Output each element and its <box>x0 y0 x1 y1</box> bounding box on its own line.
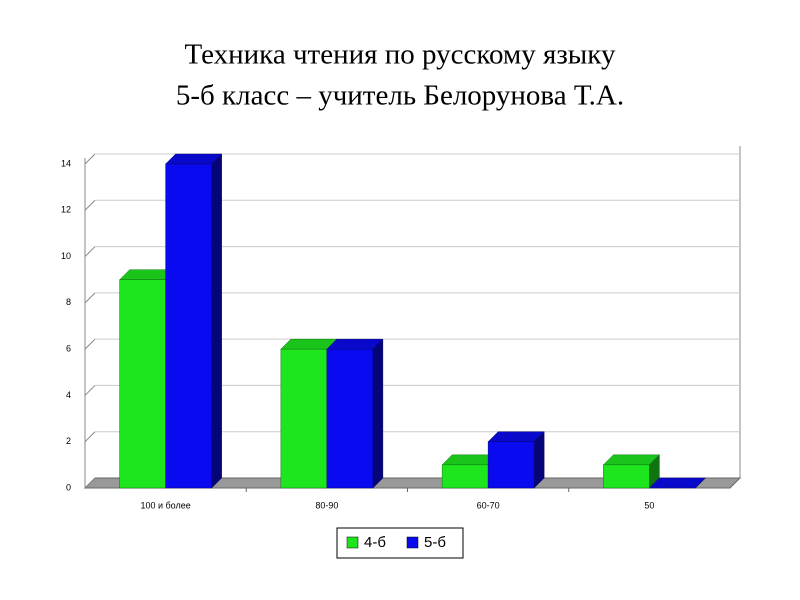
x-tick-label: 100 и более <box>140 500 190 510</box>
y-tick-label: 12 <box>61 205 71 215</box>
legend-swatch <box>406 536 419 549</box>
bar <box>487 441 535 489</box>
x-tick-label: 60-70 <box>477 500 500 510</box>
bar <box>326 348 374 489</box>
bar <box>119 279 166 489</box>
y-tick-label: 4 <box>66 390 71 400</box>
bar <box>280 348 328 489</box>
x-tick-label: 50 <box>644 500 654 510</box>
bar <box>441 464 489 489</box>
tick-mark <box>84 199 96 211</box>
y-tick-label: 0 <box>66 482 71 492</box>
tick-mark <box>84 246 96 257</box>
legend-label: 5-б <box>424 534 446 551</box>
bar <box>165 163 212 489</box>
bar-side <box>695 477 706 489</box>
chart-title: Техника чтения по русскому языку <box>185 39 616 71</box>
chart-subtitle: 5-б класс – учитель Белорунова Т.А. <box>176 80 624 112</box>
y-tick-label: 14 <box>61 158 71 168</box>
y-tick-label: 8 <box>66 297 71 307</box>
bar-side <box>533 431 545 489</box>
tick-mark <box>84 338 96 350</box>
x-tick-label: 80-90 <box>315 500 338 510</box>
tick-mark <box>84 153 96 165</box>
bar <box>603 464 650 489</box>
legend-label: 4-б <box>364 534 386 551</box>
tick-mark <box>84 477 96 489</box>
tick-mark <box>84 385 96 396</box>
y-tick-label: 2 <box>66 436 71 446</box>
tick-mark <box>84 431 96 443</box>
bar-side <box>372 338 384 489</box>
tick-mark <box>84 292 96 304</box>
legend-swatch <box>346 536 359 549</box>
y-tick-label: 6 <box>66 344 71 354</box>
bar-side <box>211 153 222 489</box>
y-tick-label: 10 <box>61 251 71 261</box>
